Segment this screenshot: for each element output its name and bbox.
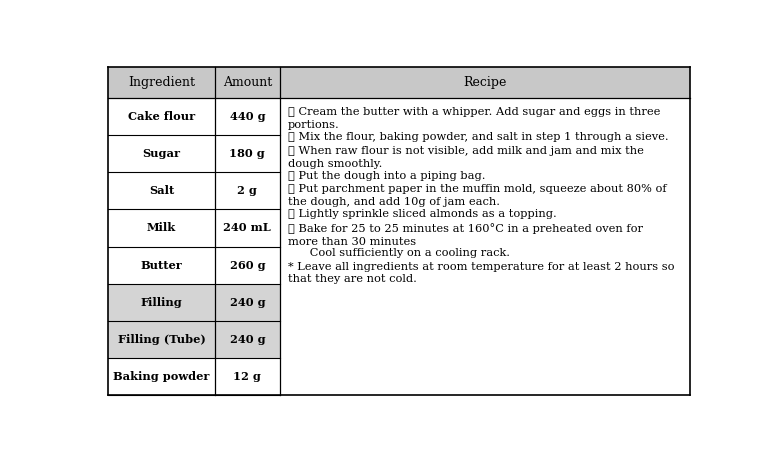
Text: Sugar: Sugar — [143, 148, 181, 159]
Bar — [108, 98, 280, 135]
Text: Cake flour: Cake flour — [128, 111, 195, 122]
Bar — [108, 358, 280, 395]
Bar — [108, 209, 280, 246]
Text: 240 g: 240 g — [230, 297, 265, 308]
Text: 12 g: 12 g — [234, 371, 261, 382]
Text: Ingredient: Ingredient — [128, 76, 195, 89]
Bar — [108, 321, 280, 358]
Text: ④ Put the dough into a piping bag.: ④ Put the dough into a piping bag. — [287, 171, 485, 181]
Bar — [108, 246, 280, 284]
Text: ① Cream the butter with a whipper. Add sugar and eggs in three
portions.: ① Cream the butter with a whipper. Add s… — [287, 107, 660, 130]
Text: 180 g: 180 g — [230, 148, 265, 159]
Text: 260 g: 260 g — [230, 260, 265, 271]
Text: 2 g: 2 g — [238, 185, 257, 196]
Text: 240 g: 240 g — [230, 334, 265, 345]
Text: ⑥ Lightly sprinkle sliced almonds as a topping.: ⑥ Lightly sprinkle sliced almonds as a t… — [287, 209, 556, 219]
Text: Baking powder: Baking powder — [113, 371, 210, 382]
Text: 240 mL: 240 mL — [224, 223, 271, 234]
Text: Filling (Tube): Filling (Tube) — [118, 334, 206, 345]
Bar — [108, 135, 280, 172]
Text: * Leave all ingredients at room temperature for at least 2 hours so
that they ar: * Leave all ingredients at room temperat… — [287, 262, 675, 284]
Bar — [108, 172, 280, 209]
Text: Cool sufficiently on a cooling rack.: Cool sufficiently on a cooling rack. — [287, 248, 509, 258]
Text: Recipe: Recipe — [464, 76, 507, 89]
Text: ③ When raw flour is not visible, add milk and jam and mix the
dough smoothly.: ③ When raw flour is not visible, add mil… — [287, 146, 643, 169]
Text: Milk: Milk — [147, 223, 176, 234]
Text: Filling: Filling — [141, 297, 182, 308]
Text: ② Mix the flour, baking powder, and salt in step 1 through a sieve.: ② Mix the flour, baking powder, and salt… — [287, 132, 668, 142]
Bar — [108, 67, 690, 98]
Text: ⑤ Put parchment paper in the muffin mold, squeeze about 80% of
the dough, and ad: ⑤ Put parchment paper in the muffin mold… — [287, 185, 666, 207]
Bar — [280, 98, 690, 395]
Text: Salt: Salt — [149, 185, 174, 196]
Bar — [108, 284, 280, 321]
Text: 440 g: 440 g — [230, 111, 265, 122]
Text: ⑦ Bake for 25 to 25 minutes at 160°C in a preheated oven for
more than 30 minute: ⑦ Bake for 25 to 25 minutes at 160°C in … — [287, 223, 643, 247]
Text: Amount: Amount — [223, 76, 272, 89]
Text: Butter: Butter — [141, 260, 182, 271]
